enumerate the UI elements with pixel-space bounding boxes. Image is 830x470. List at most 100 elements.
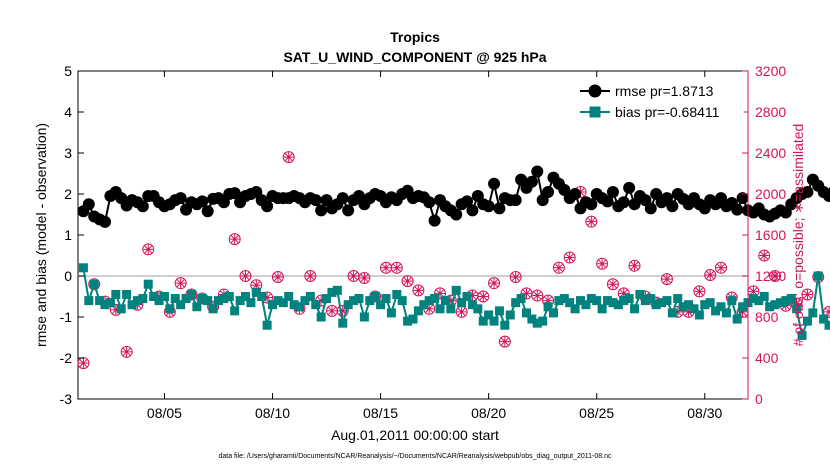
- assimilated-obs-point: [586, 216, 597, 227]
- bias-point: [484, 310, 494, 320]
- bias-point: [251, 287, 261, 297]
- possible-obs-point: [660, 273, 673, 286]
- possible-obs-point: [142, 243, 155, 256]
- legend-rmse-marker: [588, 84, 602, 98]
- assimilated-obs-point: [564, 252, 575, 263]
- possible-obs-point: [563, 251, 576, 264]
- bias-point: [332, 285, 342, 295]
- bias-point: [122, 289, 132, 299]
- bias-point: [824, 320, 830, 330]
- bias-point: [116, 304, 126, 314]
- assimilated-obs-point: [413, 285, 424, 296]
- bias-point: [295, 302, 305, 312]
- bias-point: [143, 279, 153, 289]
- left-y-tick-label: 1: [64, 227, 72, 243]
- possible-obs-point: [477, 290, 490, 303]
- bias-point: [89, 279, 99, 289]
- assimilated-obs-point: [694, 286, 705, 297]
- x-axis-label: Aug.01,2011 00:00:00 start: [331, 427, 499, 443]
- rmse-point: [525, 175, 538, 188]
- assimilated-obs-point: [305, 271, 316, 281]
- possible-obs-point: [714, 261, 727, 274]
- assimilated-obs-point: [380, 262, 391, 273]
- bias-point: [354, 294, 364, 304]
- bias-point: [213, 296, 223, 306]
- rmse-point: [136, 200, 149, 213]
- possible-obs-point: [239, 270, 252, 282]
- left-y-tick-label: -1: [60, 309, 73, 325]
- bias-point: [667, 308, 677, 318]
- bias-point: [792, 304, 802, 314]
- bias-point: [538, 316, 548, 326]
- assimilated-obs-point: [737, 306, 748, 317]
- assimilated-obs-point: [824, 306, 830, 317]
- rmse-point: [82, 198, 95, 211]
- bias-point: [305, 292, 315, 301]
- possible-obs-series: [77, 151, 830, 370]
- bias-point: [721, 308, 731, 318]
- bias-point: [78, 263, 88, 273]
- possible-obs-point: [390, 261, 403, 274]
- assimilated-obs-point: [759, 250, 770, 261]
- bias-point: [381, 294, 391, 304]
- bias-point: [662, 296, 672, 306]
- bias-point: [278, 298, 288, 308]
- bias-point: [451, 285, 461, 295]
- bias-point: [440, 296, 450, 306]
- right-y-tick-label: 800: [755, 309, 779, 325]
- rmse-point: [174, 192, 187, 205]
- rmse-point: [623, 181, 636, 194]
- bias-point: [494, 306, 504, 316]
- bias-point: [819, 314, 829, 324]
- bias-point: [586, 294, 596, 304]
- assimilated-obs-point: [316, 295, 327, 306]
- possible-obs-point: [498, 335, 511, 348]
- bias-point: [365, 296, 375, 306]
- assimilated-obs-point: [597, 258, 608, 269]
- assimilated-obs-point: [521, 288, 532, 299]
- bias-point: [376, 300, 386, 310]
- rmse-point: [423, 196, 436, 209]
- assimilated-obs-point: [802, 289, 813, 300]
- rmse-point: [482, 200, 495, 213]
- bias-point: [467, 300, 477, 310]
- possible-obs-point: [434, 287, 447, 300]
- bias-point: [349, 296, 359, 306]
- bias-point: [311, 300, 321, 310]
- rmse-point: [99, 215, 112, 228]
- legend-bias-marker: [589, 106, 601, 118]
- bias-point: [435, 304, 445, 314]
- assimilated-obs-point: [143, 244, 154, 255]
- left-y-tick-label: 3: [64, 145, 72, 161]
- bias-point: [765, 302, 775, 312]
- x-tick-label: 08/15: [363, 405, 398, 421]
- rmse-point: [736, 192, 749, 205]
- rmse-point: [428, 214, 441, 227]
- possible-obs-point: [585, 215, 598, 228]
- assimilated-obs-point: [672, 306, 683, 317]
- bias-point: [705, 298, 715, 308]
- rmse-point: [488, 177, 501, 190]
- assimilated-obs-point: [240, 271, 251, 281]
- rmse-point: [542, 185, 555, 198]
- rmse-point: [493, 202, 506, 215]
- bias-point: [262, 320, 272, 330]
- bias-point: [646, 294, 656, 304]
- chart-subtitle: SAT_U_WIND_COMPONENT @ 925 hPa: [283, 49, 546, 65]
- bias-point: [457, 298, 467, 308]
- assimilated-obs-point: [251, 280, 262, 291]
- bias-point: [640, 296, 650, 306]
- left-y-tick-label: 2: [64, 186, 72, 202]
- bias-point: [322, 294, 332, 304]
- assimilated-obs-point: [499, 336, 510, 347]
- assimilated-obs-point: [283, 152, 294, 163]
- bias-point: [95, 296, 105, 306]
- assimilated-obs-point: [435, 288, 446, 299]
- bias-point: [770, 300, 780, 310]
- assimilated-obs-point: [337, 305, 348, 316]
- right-y-tick-label: 2400: [755, 145, 786, 161]
- possible-obs-point: [120, 345, 133, 358]
- bias-point: [543, 302, 553, 312]
- assimilated-obs-point: [715, 262, 726, 273]
